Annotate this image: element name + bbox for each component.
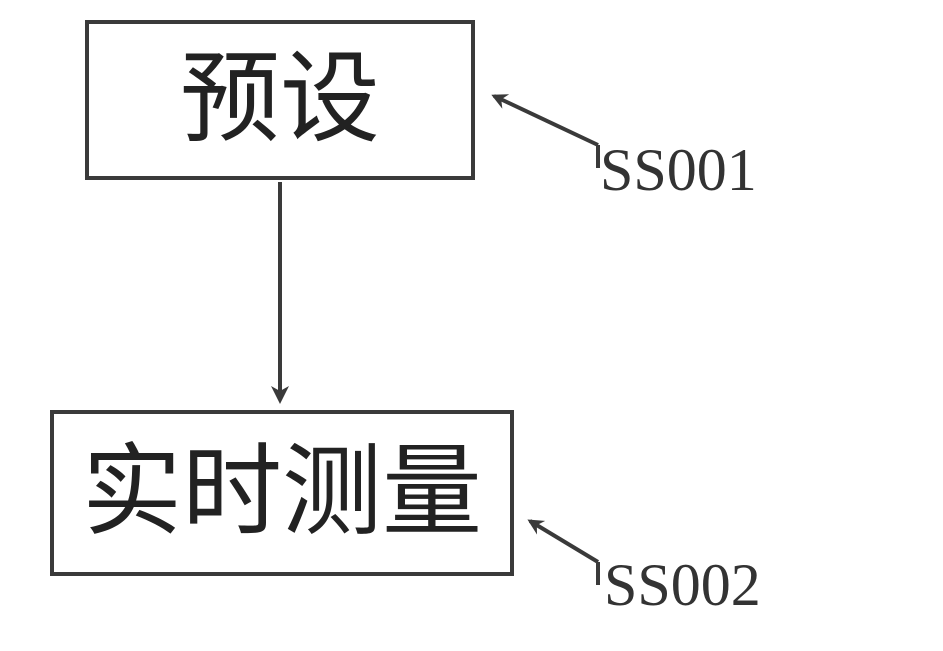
callout-label-ss002: SS002 bbox=[604, 555, 761, 615]
flow-node-preset: 预设 bbox=[85, 20, 475, 180]
flow-node-preset-label: 预设 bbox=[180, 50, 380, 150]
flow-node-realtime: 实时测量 bbox=[50, 410, 514, 576]
flow-node-realtime-label: 实时测量 bbox=[82, 443, 482, 543]
diagram-canvas: 预设 实时测量 SS001 SS002 bbox=[0, 0, 943, 651]
callout-arrow-ss002 bbox=[530, 521, 598, 562]
callout-label-ss001: SS001 bbox=[600, 140, 757, 200]
callout-arrow-ss001 bbox=[494, 96, 598, 145]
